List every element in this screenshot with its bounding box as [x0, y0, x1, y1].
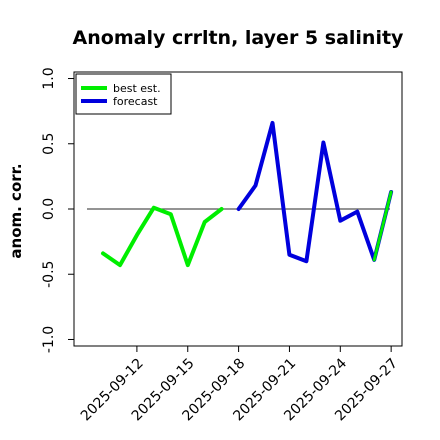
series-line-end-marker [372, 190, 393, 262]
legend-box [75, 73, 172, 115]
series-line-forecast [236, 120, 394, 264]
y-axis-label: anom. corr. [7, 163, 25, 258]
plot-area: -1.0-0.50.00.51.02025-09-122025-09-15202… [41, 67, 403, 424]
chart-title: Anomaly crrltn, layer 5 salinity [73, 27, 404, 49]
y-tick-label: 1.0 [41, 67, 57, 89]
legend-label: best est. [113, 82, 161, 95]
legend-label: forecast [113, 95, 158, 108]
y-tick-label: -0.5 [41, 261, 57, 288]
series-line-best-est [101, 205, 224, 268]
y-tick-label: 0.0 [41, 198, 57, 220]
y-tick-label: 0.5 [41, 133, 57, 155]
y-tick-label: -1.0 [41, 326, 57, 353]
